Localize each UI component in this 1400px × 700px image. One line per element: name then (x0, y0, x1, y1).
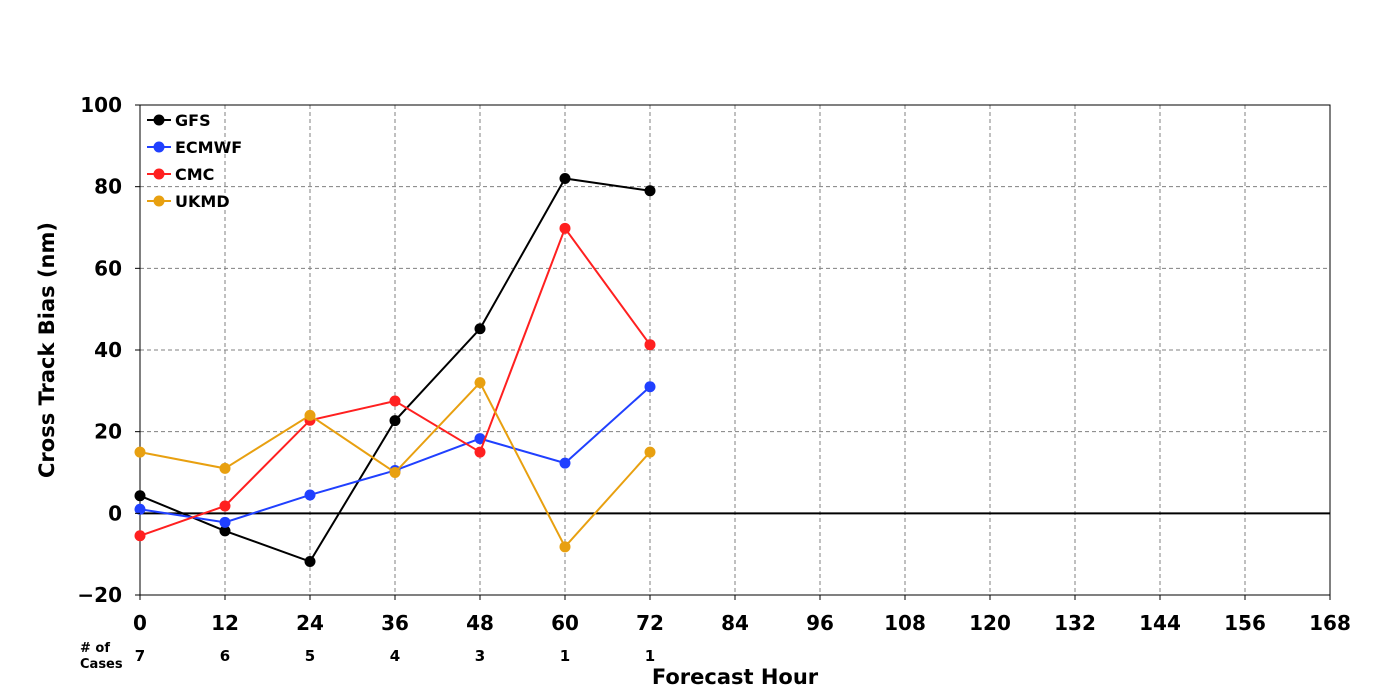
legend-swatch-marker (153, 114, 165, 126)
data-point (559, 541, 571, 553)
data-point (219, 516, 231, 528)
legend-label: UKMD (175, 192, 230, 211)
data-point (559, 173, 571, 184)
cases-count: 1 (645, 647, 655, 665)
x-tick-label: 96 (806, 611, 834, 635)
y-tick-label: 0 (108, 501, 122, 525)
legend: GFS ECMWF CMC UKMD (147, 111, 242, 211)
data-point (559, 222, 571, 234)
x-tick-label: 120 (969, 611, 1011, 635)
data-point (474, 446, 486, 458)
data-point (474, 323, 486, 335)
legend-item-ukmd: UKMD (147, 192, 230, 211)
data-point (219, 500, 231, 512)
series-ukmd (134, 377, 656, 553)
legend-item-cmc: CMC (147, 165, 214, 184)
legend-label: CMC (175, 165, 214, 184)
data-point (134, 503, 146, 515)
x-axis-ticks: 0 12 24 36 48 60 72 84 96 108 120 132 144 156 168 (133, 595, 1351, 635)
x-tick-label: 24 (296, 611, 324, 635)
x-tick-label: 0 (133, 611, 147, 635)
y-tick-label: 60 (94, 256, 122, 280)
series-cmc (134, 222, 656, 542)
grid-lines (140, 105, 1330, 595)
data-point (304, 489, 316, 501)
x-tick-label: 168 (1309, 611, 1351, 635)
x-tick-label: 36 (381, 611, 409, 635)
data-point (474, 433, 486, 445)
y-tick-label: 20 (94, 420, 122, 444)
cases-count: 7 (135, 647, 145, 665)
data-point (644, 339, 656, 351)
x-tick-label: 156 (1224, 611, 1266, 635)
data-point (134, 446, 146, 458)
series-layer (134, 173, 656, 568)
cases-count: 6 (220, 647, 230, 665)
y-tick-label: 80 (94, 175, 122, 199)
legend-swatch-marker (153, 195, 165, 207)
legend-swatch-marker (153, 141, 165, 153)
data-point (219, 462, 231, 474)
x-tick-label: 144 (1139, 611, 1181, 635)
data-point (474, 377, 486, 389)
cases-label-line1: # of (80, 641, 110, 656)
legend-item-gfs: GFS (147, 111, 211, 130)
cases-count: 3 (475, 647, 485, 665)
y-axis-title: Cross Track Bias (nm) (35, 222, 59, 478)
cases-count: 5 (305, 647, 315, 665)
data-point (389, 415, 401, 427)
data-point (134, 530, 146, 542)
x-tick-label: 12 (211, 611, 239, 635)
x-tick-label: 84 (721, 611, 749, 635)
cases-label-line2: Cases (80, 657, 123, 672)
cases-count: 4 (390, 647, 400, 665)
data-point (134, 490, 146, 502)
legend-item-ecmwf: ECMWF (147, 138, 242, 157)
legend-label: GFS (175, 111, 211, 130)
data-point (389, 395, 401, 407)
x-axis-title: Forecast Hour (652, 665, 819, 689)
data-point (644, 381, 656, 393)
legend-label: ECMWF (175, 138, 242, 157)
data-point (219, 525, 231, 537)
data-point (559, 457, 571, 469)
data-point (644, 446, 656, 458)
y-tick-label: −20 (77, 583, 122, 607)
cases-count: 1 (560, 647, 570, 665)
data-point (304, 409, 316, 421)
x-tick-label: 108 (884, 611, 926, 635)
data-point (389, 467, 401, 478)
legend-swatch-marker (153, 168, 165, 180)
y-tick-label: 100 (80, 93, 122, 117)
series-gfs (134, 173, 656, 568)
x-tick-label: 72 (636, 611, 664, 635)
y-axis-ticks: −20 0 20 40 60 80 100 (77, 93, 140, 607)
x-tick-label: 60 (551, 611, 579, 635)
data-point (304, 556, 316, 568)
data-point (644, 185, 656, 197)
x-tick-label: 132 (1054, 611, 1096, 635)
y-tick-label: 40 (94, 338, 122, 362)
cases-row: # of Cases 7 6 5 4 3 1 1 (80, 641, 655, 672)
x-tick-label: 48 (466, 611, 494, 635)
